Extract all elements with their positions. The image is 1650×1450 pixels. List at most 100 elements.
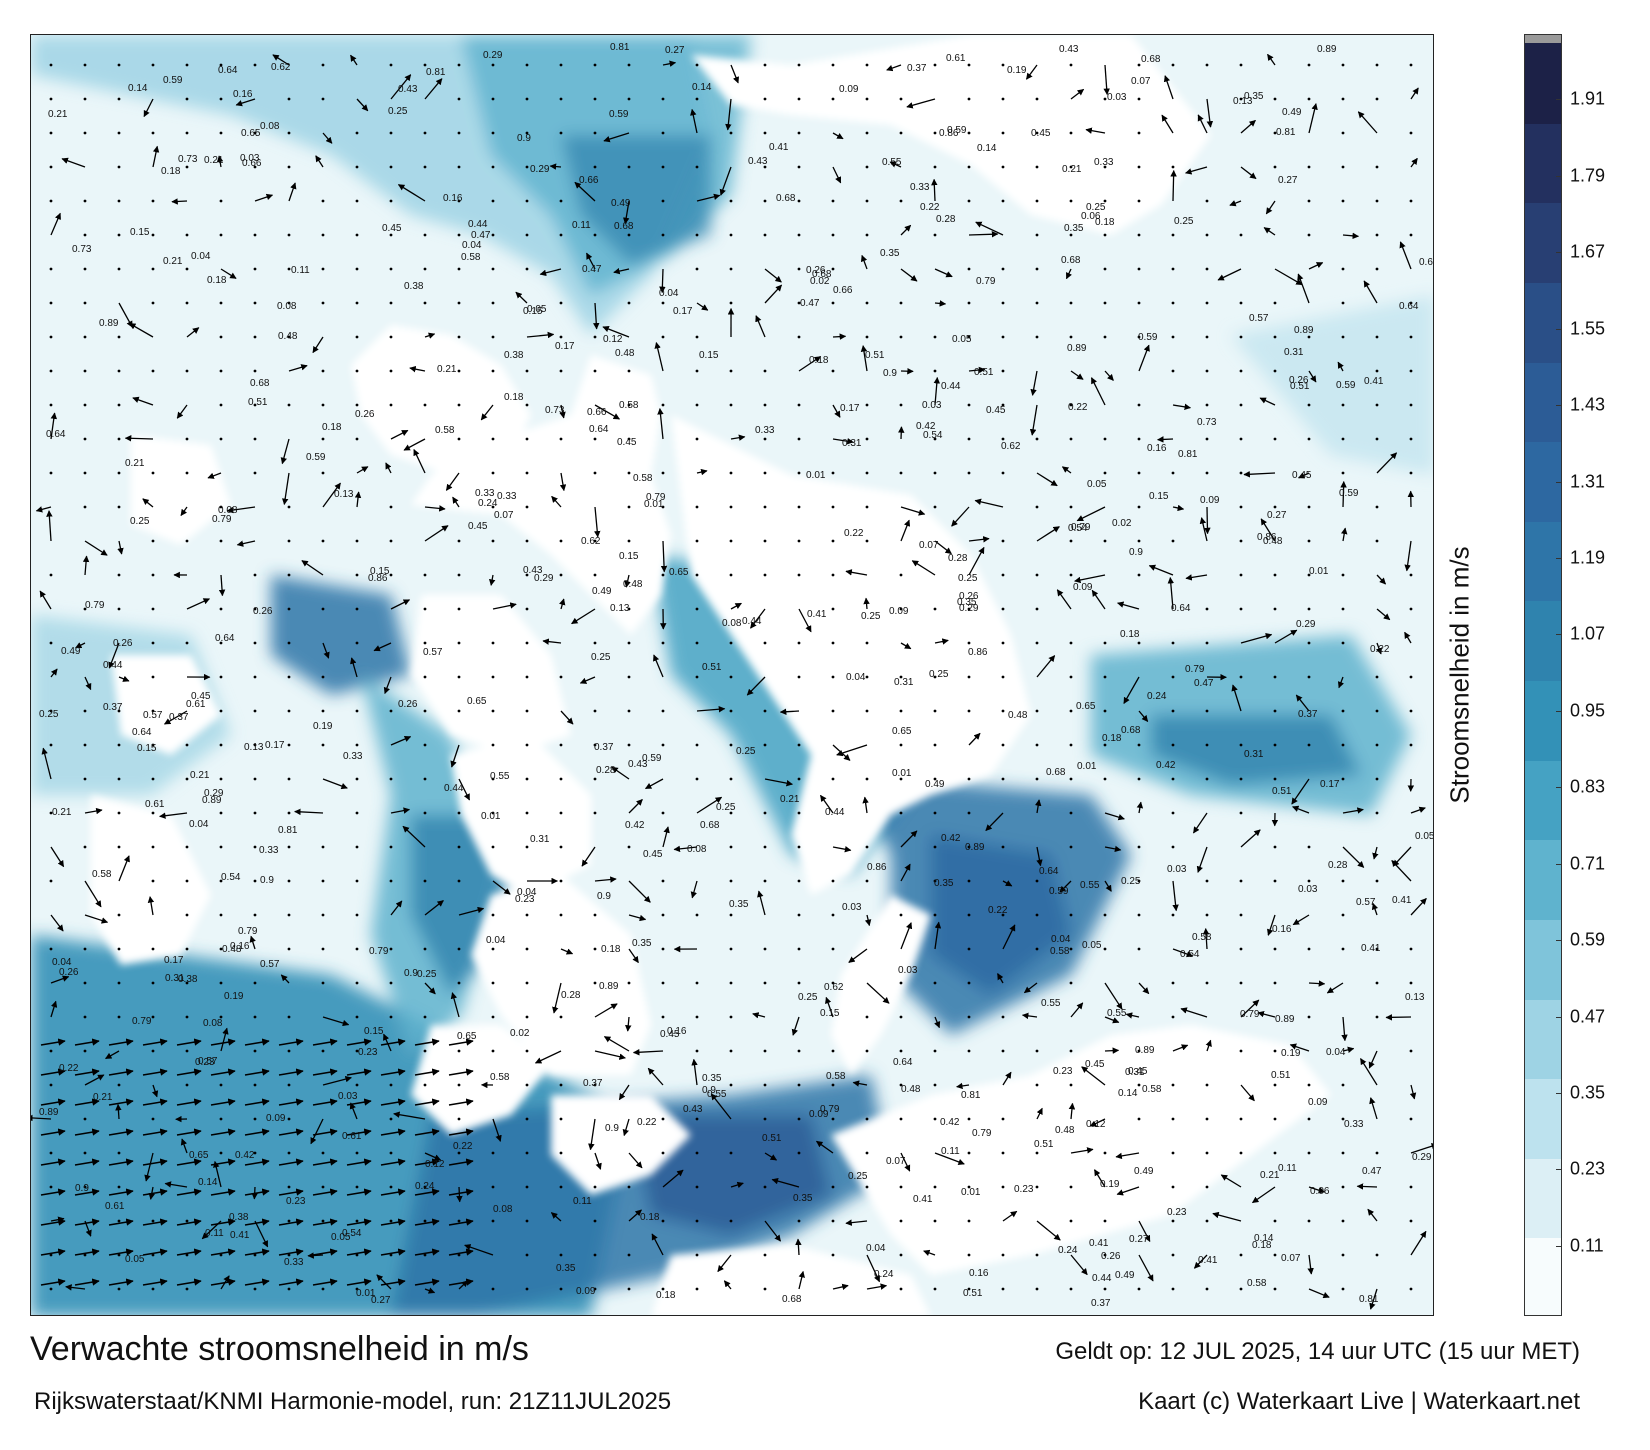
vector-arrow <box>764 268 782 283</box>
vector-dot <box>899 675 903 679</box>
vector-arrow <box>1172 403 1192 411</box>
speed-label: 0.09 <box>576 1286 596 1297</box>
speed-label: 0.62 <box>824 982 844 993</box>
vector-dot <box>1239 505 1243 509</box>
vector-dot <box>457 539 461 543</box>
vector-arrow <box>798 1270 805 1290</box>
vector-arrow <box>218 574 226 597</box>
vector-dot <box>355 1049 359 1053</box>
vector-dot <box>695 675 699 679</box>
vector-dot <box>321 403 325 407</box>
vector-dot <box>1273 743 1277 747</box>
vector-arrow <box>1240 999 1260 1018</box>
vector-dot <box>627 63 631 67</box>
vector-arrow <box>1308 980 1326 987</box>
vector-dot <box>1103 1151 1107 1155</box>
vector-arrow <box>710 1093 732 1120</box>
speed-label: 0.43 <box>398 84 418 95</box>
speed-label: 0.89 <box>965 842 985 853</box>
colorbar-segment <box>1525 1237 1561 1315</box>
speed-label: 0.17 <box>673 306 693 317</box>
vector-dot <box>1171 845 1175 849</box>
vector-arrow <box>1104 982 1123 1010</box>
speed-label: 0.59 <box>609 109 629 120</box>
speed-label: 0.14 <box>128 83 148 94</box>
vector-dot <box>661 131 665 135</box>
vector-arrow <box>393 1111 426 1120</box>
vector-dot <box>1171 811 1175 815</box>
vector-dot <box>185 1253 189 1257</box>
vector-arrow <box>380 1068 406 1076</box>
vector-dot <box>117 335 121 339</box>
vector-arrow <box>1081 1066 1106 1086</box>
vector-dot <box>967 403 971 407</box>
vector-dot <box>661 1287 665 1291</box>
vector-dot <box>321 981 325 985</box>
vector-dot <box>899 607 903 611</box>
vector-dot <box>185 471 189 475</box>
vector-dot <box>967 437 971 441</box>
vector-dot <box>695 505 699 509</box>
speed-label: 0.81 <box>961 1090 981 1101</box>
vector-dot <box>253 573 257 577</box>
vector-arrow <box>1274 268 1303 286</box>
vector-dot <box>185 437 189 441</box>
vector-dot <box>49 947 53 951</box>
vector-dot <box>831 97 835 101</box>
vector-dot <box>865 1185 869 1189</box>
vector-dot <box>321 1049 325 1053</box>
vector-dot <box>287 1015 291 1019</box>
vector-arrow <box>210 1128 236 1136</box>
vector-dot <box>117 845 121 849</box>
vector-dot <box>1341 1083 1345 1087</box>
vector-dot <box>423 1049 427 1053</box>
vector-arrow <box>1070 1002 1084 1018</box>
vector-dot <box>1035 879 1039 883</box>
speed-label: 0.04 <box>1051 934 1071 945</box>
speed-label: 0.51 <box>963 1288 983 1299</box>
speed-label: 0.01 <box>356 1288 376 1299</box>
vector-arrow <box>574 181 596 202</box>
speed-label: 0.43 <box>1059 44 1079 55</box>
vector-dot <box>1035 301 1039 305</box>
vector-dot <box>287 267 291 271</box>
current-speed-map[interactable]: 0.68 0.68 0.25 0.65 0.38 0.21 0.24 0.03 0.73 0.48… <box>30 34 1434 1316</box>
vector-arrow <box>1409 1084 1417 1100</box>
vector-arrow <box>696 468 708 476</box>
vector-dot <box>1205 743 1209 747</box>
speed-label: 0.41 <box>807 609 827 620</box>
speed-label: 0.57 <box>143 710 163 721</box>
speed-label: 0.13 <box>244 742 264 753</box>
vector-dot <box>457 233 461 237</box>
speed-label: 0.48 <box>1008 710 1028 721</box>
vector-dot <box>899 743 903 747</box>
speed-label: 0.54 <box>221 872 241 883</box>
speed-label: 0.33 <box>284 1257 304 1268</box>
vector-arrow <box>105 1050 120 1060</box>
vector-arrow <box>1375 642 1383 655</box>
speed-label: 0.16 <box>233 89 253 100</box>
vector-dot <box>593 437 597 441</box>
vector-arrow <box>1399 241 1412 270</box>
colorbar <box>1524 34 1562 1316</box>
vector-dot <box>1001 97 1005 101</box>
vector-dot <box>797 63 801 67</box>
vector-arrow <box>1308 262 1324 270</box>
vector-dot <box>729 811 733 815</box>
vector-arrow <box>142 1068 168 1076</box>
vector-dot <box>899 1117 903 1121</box>
vector-arrow <box>975 221 1004 236</box>
vector-dot <box>1103 267 1107 271</box>
vector-dot <box>117 233 121 237</box>
vector-dot <box>151 1117 155 1121</box>
vector-dot <box>83 607 87 611</box>
speed-label: 0.26 <box>398 699 418 710</box>
vector-dot <box>423 573 427 577</box>
vector-dot <box>423 63 427 67</box>
vector-dot <box>695 165 699 169</box>
vector-arrow <box>414 1188 440 1196</box>
vector-dot <box>1171 1117 1175 1121</box>
speed-label: 0.35 <box>632 938 652 949</box>
vector-dot <box>389 1253 393 1257</box>
vector-arrow <box>602 325 630 338</box>
